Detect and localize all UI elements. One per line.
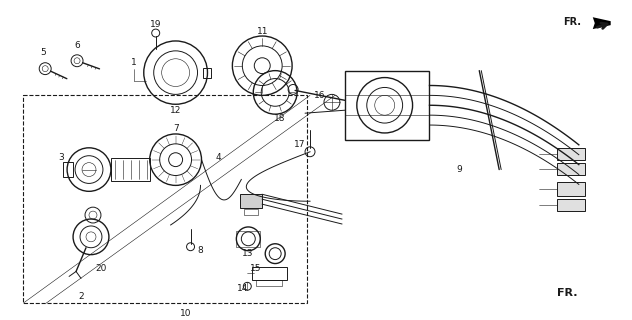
Text: 8: 8 [198,246,204,255]
Text: 16: 16 [314,91,325,100]
Text: 12: 12 [170,106,181,115]
Text: 19: 19 [150,20,161,29]
Bar [245,209,258,215]
Text: FR.: FR. [557,288,577,298]
Bar [236,231,260,247]
Bar [204,68,212,77]
Text: 6: 6 [74,41,80,51]
Text: 13: 13 [241,249,253,258]
Bar [345,71,430,140]
Text: 14: 14 [236,284,248,293]
Text: 18: 18 [274,114,286,123]
Text: 20: 20 [95,264,107,273]
Bar [557,163,585,174]
Bar [240,194,262,208]
Text: 17: 17 [295,140,306,149]
Text: 3: 3 [58,153,64,162]
Bar [23,95,307,303]
Text: 9: 9 [456,165,462,174]
Bar [256,280,282,286]
Bar [557,182,585,196]
Bar [63,162,73,178]
Bar [557,148,585,160]
Bar [557,199,585,211]
Text: 7: 7 [173,124,178,132]
Text: 4: 4 [216,153,221,162]
Bar [111,158,150,181]
Polygon shape [593,17,611,29]
Bar [252,267,287,280]
Text: FR.: FR. [563,17,581,27]
Text: 10: 10 [180,308,191,317]
Text: 5: 5 [40,48,46,57]
Text: 1: 1 [131,58,137,67]
Text: 15: 15 [250,264,261,273]
Text: 2: 2 [78,292,84,301]
Text: 11: 11 [257,27,268,36]
